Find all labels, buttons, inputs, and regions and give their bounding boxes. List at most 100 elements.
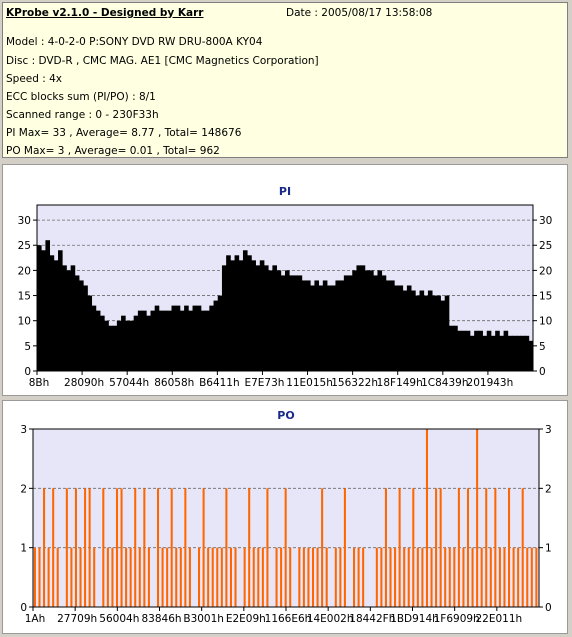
pi-bar	[490, 335, 496, 371]
pi-bar	[121, 315, 126, 371]
po-spike	[56, 547, 59, 607]
pi-ytick-label-right: 20	[539, 265, 552, 277]
po-xtick-label: 22E011h	[475, 613, 522, 625]
po-spike	[394, 547, 397, 607]
disc-line: Disc : DVD-R , CMC MAG. AE1 [CMC Magneti…	[6, 55, 319, 67]
pi-ytick-label-right: 5	[539, 341, 546, 353]
pi-bar	[436, 295, 441, 371]
pi-bar	[70, 265, 76, 371]
pi-bar	[184, 305, 189, 371]
po-spike	[243, 547, 246, 607]
pi-bar	[79, 280, 84, 371]
po-spike	[261, 547, 264, 607]
pi-bar	[217, 295, 223, 371]
po-spike	[307, 547, 310, 607]
po-spike	[362, 547, 365, 607]
pi-bar	[213, 300, 219, 371]
pi-ytick-label-right: 30	[539, 215, 552, 227]
po-spike	[275, 547, 278, 607]
pi-bar	[238, 260, 244, 371]
pi-bar	[469, 335, 475, 371]
po-spike	[526, 547, 529, 607]
pi-bar	[91, 305, 97, 371]
po-spike	[498, 547, 501, 607]
pi-bar	[83, 285, 88, 371]
pi-bar	[465, 330, 471, 371]
po-spike	[284, 488, 287, 607]
pi-bar	[108, 325, 114, 371]
pi-bar	[158, 310, 164, 371]
po-xtick-label: B3001h	[183, 613, 224, 625]
pi-ytick-label-left: 10	[18, 316, 31, 328]
po-chart-panel: PO 0 0 1 1 2 2 3 3 1Ah 27709h 56004h 83846h B3001h E2E…	[2, 400, 568, 634]
app-title: KProbe v2.1.0 - Designed by Karr	[6, 7, 204, 19]
pi-ytick-label-right: 25	[539, 240, 552, 252]
po-xtick-label: 1F6909h	[434, 613, 480, 625]
po-spike	[179, 547, 182, 607]
pi-bar	[251, 260, 256, 371]
po-spike	[421, 547, 424, 607]
pi-ytick-label-left: 15	[18, 291, 31, 303]
pi-bar	[394, 285, 399, 371]
scan-date: Date : 2005/08/17 13:58:08	[286, 7, 433, 19]
pi-xtick-label: E7E73h	[244, 377, 284, 389]
pi-bar	[297, 275, 303, 371]
pi-bar	[62, 265, 67, 371]
po-spike	[375, 547, 378, 607]
pi-bar	[322, 280, 328, 371]
pi-xtick-label: 1C8439h	[421, 377, 468, 389]
po-chart-title: PO	[277, 409, 294, 422]
pi-ytick-label-left: 25	[18, 240, 31, 252]
po-spike	[202, 488, 205, 607]
po-spike	[248, 488, 251, 607]
po-stats-line: PO Max= 3 , Average= 0.01 , Total= 962	[6, 145, 220, 157]
po-spike	[156, 488, 160, 607]
po-spike	[225, 488, 228, 607]
pi-xtick-label: 57044h	[109, 377, 149, 389]
pi-bar	[385, 280, 391, 371]
pi-bar	[259, 260, 265, 371]
po-spike	[321, 488, 324, 607]
po-spike	[79, 547, 82, 607]
pi-bar	[142, 310, 147, 371]
po-ytick-label-left: 2	[20, 483, 27, 495]
pi-bar	[339, 280, 345, 371]
pi-bar	[411, 290, 416, 371]
pi-bar	[125, 320, 130, 371]
po-spike	[252, 547, 255, 607]
pi-bar	[343, 275, 349, 371]
pi-bar	[390, 280, 395, 371]
pi-bar	[289, 275, 294, 371]
pi-bar	[310, 285, 315, 371]
pi-bar	[167, 310, 172, 371]
po-spike	[184, 488, 187, 607]
pi-bar	[196, 305, 202, 371]
pi-bar	[524, 335, 530, 371]
pi-bar	[511, 335, 517, 371]
po-spike	[448, 547, 451, 607]
po-spike	[161, 547, 164, 607]
po-spike	[512, 547, 515, 607]
pi-bar	[100, 315, 105, 371]
pi-stats-line: PI Max= 33 , Average= 8.77 , Total= 1486…	[6, 127, 242, 139]
pi-bar	[247, 255, 252, 371]
pi-bar	[398, 285, 404, 371]
pi-bar	[402, 290, 408, 371]
po-spike	[380, 547, 383, 607]
po-ytick-label-left: 3	[20, 424, 27, 436]
po-spike	[453, 547, 456, 607]
model-line: Model : 4-0-2-0 P:SONY DVD RW DRU-800A K…	[6, 36, 263, 48]
po-spike	[517, 547, 520, 607]
pi-bar	[112, 325, 118, 371]
po-spike	[106, 547, 109, 607]
pi-bar	[255, 265, 261, 371]
po-spike	[143, 488, 146, 607]
po-spike	[38, 547, 41, 607]
po-spike	[129, 547, 132, 607]
pi-bar	[301, 280, 307, 371]
pi-bar	[348, 275, 353, 371]
po-spike	[65, 488, 68, 607]
po-ytick-label-right: 1	[545, 543, 552, 555]
pi-xtick-label: 201943h	[467, 377, 514, 389]
pi-bar	[58, 250, 63, 371]
